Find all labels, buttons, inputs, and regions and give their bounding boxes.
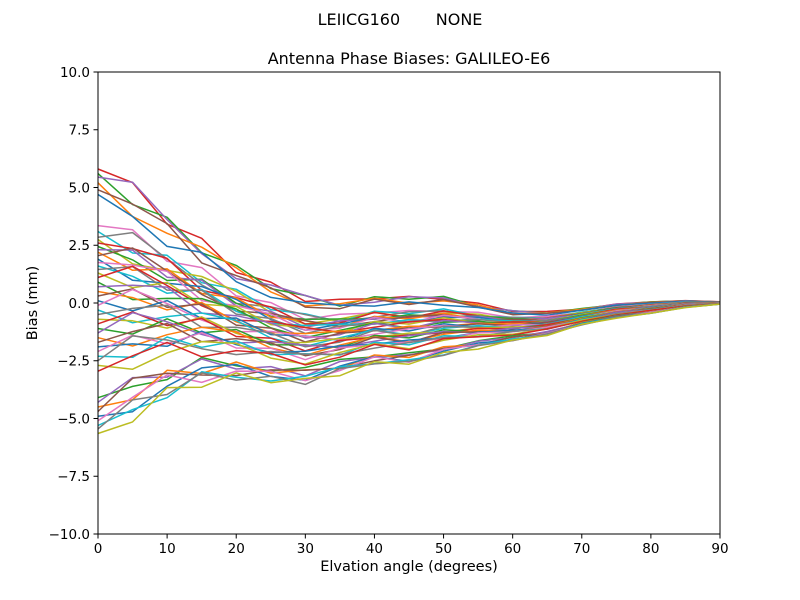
series-line [97,302,721,362]
x-tick-label: 0 [94,541,103,557]
series-line [97,265,721,333]
y-tick-label: 10.0 [60,65,90,81]
x-tick-label: 80 [642,541,659,557]
y-axis-label: Bias (mm) [25,265,41,341]
y-tick-label: −5.0 [57,411,90,427]
axes-layer: 0 10 20 30 40 50 60 70 80 90 10.0 7.5 5.0 2.5 0.0 −2.5 −… [49,65,729,557]
y-tick-label: −2.5 [57,354,90,370]
x-axis-label: Elvation angle (degrees) [320,559,498,575]
series-line [97,182,721,315]
series-line [97,193,721,317]
x-tick-label: 90 [711,541,728,557]
x-tick-label: 20 [228,541,245,557]
series-line [97,303,721,413]
y-tick-label: 5.0 [69,180,90,196]
chart-title: Antenna Phase Biases: GALILEO-E6 [267,49,551,68]
x-tick-label: 30 [297,541,314,557]
series-layer [97,168,721,435]
y-tick-label: 7.5 [69,123,90,139]
y-tick-label: −10.0 [49,527,90,543]
x-tick-label: 50 [435,541,452,557]
series-line [97,303,721,435]
series-line [97,288,721,341]
y-tick-label: 0.0 [69,296,90,312]
x-tick-label: 60 [504,541,521,557]
y-tick-label: −7.5 [57,469,90,485]
y-tick-label: 2.5 [69,238,90,254]
series-line [97,176,721,315]
figure-suptitle: LEIICG160 NONE [317,10,483,29]
x-tick-label: 10 [159,541,176,557]
series-line [97,302,721,348]
series-line [97,303,721,430]
x-tick-label: 40 [366,541,383,557]
x-tick-label: 70 [573,541,590,557]
